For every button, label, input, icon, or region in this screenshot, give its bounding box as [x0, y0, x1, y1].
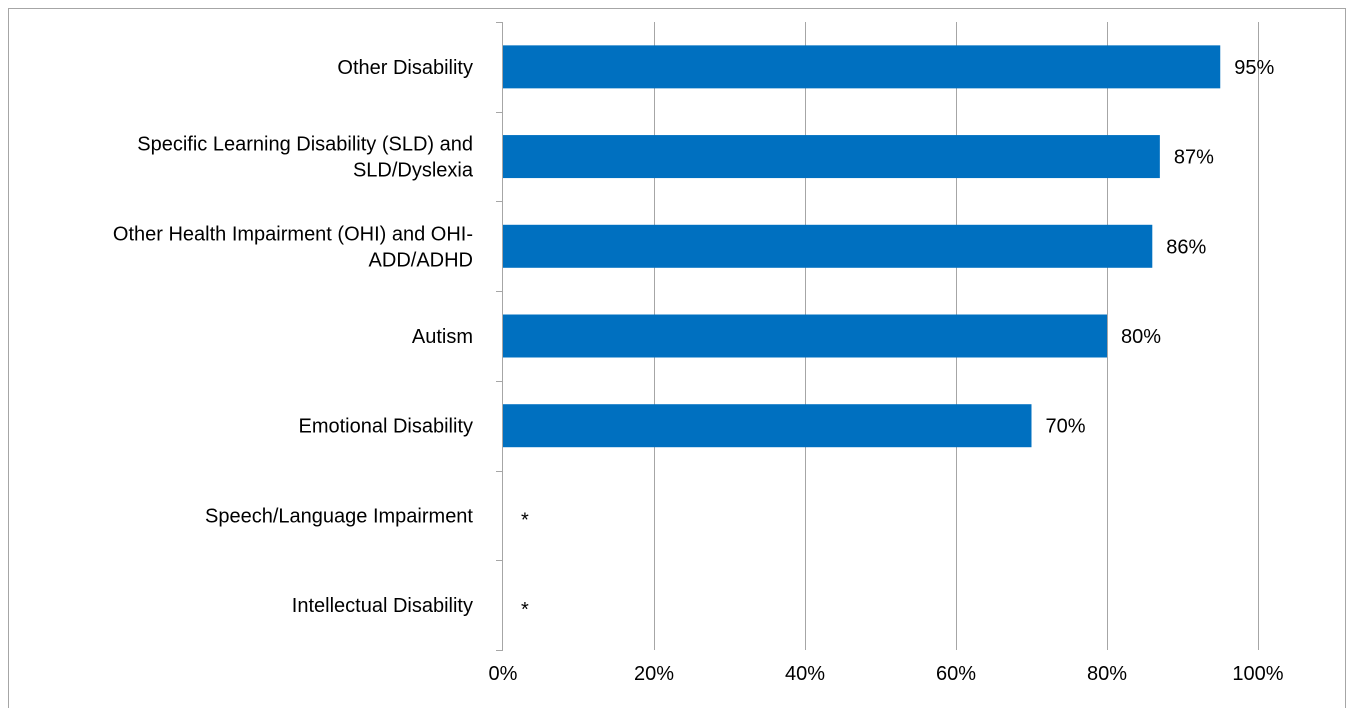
data-label: *: [521, 509, 529, 531]
chart-frame: [8, 8, 1346, 708]
category-label: SLD/Dyslexia: [353, 160, 474, 182]
category-label: Other Health Impairment (OHI) and OHI-: [113, 223, 473, 245]
bars: [503, 45, 1221, 448]
data-label: 95%: [1234, 57, 1274, 79]
data-label: 80%: [1121, 326, 1161, 348]
bar: [503, 404, 1032, 448]
x-tick-label: 40%: [785, 663, 825, 685]
category-labels: Other Disability Specific Learning Disabi…: [113, 57, 474, 617]
category-label: Specific Learning Disability (SLD) and: [137, 134, 473, 156]
bar: [503, 224, 1153, 268]
data-label: 87%: [1174, 147, 1214, 169]
x-tick-label: 100%: [1232, 663, 1283, 685]
bar: [503, 135, 1160, 179]
category-label: ADD/ADHD: [369, 249, 473, 271]
category-label: Other Disability: [337, 57, 473, 79]
category-label: Autism: [412, 326, 473, 348]
category-label: Emotional Disability: [298, 416, 473, 438]
data-label: *: [521, 599, 529, 621]
x-tick-label: 20%: [634, 663, 674, 685]
x-tick-label: 80%: [1087, 663, 1127, 685]
category-label: Intellectual Disability: [292, 595, 473, 617]
data-labels: 95% 87% 86% 80% 70% * *: [521, 57, 1274, 621]
bar: [503, 314, 1107, 358]
y-axis: [496, 22, 503, 651]
data-label: 70%: [1046, 416, 1086, 438]
x-tick-label: 60%: [936, 663, 976, 685]
category-label: Speech/Language Impairment: [205, 505, 473, 527]
bar: [503, 45, 1221, 89]
x-axis-tick-labels: 0% 20% 40% 60% 80% 100%: [489, 663, 1284, 685]
x-tick-label: 0%: [489, 663, 518, 685]
data-label: 86%: [1166, 236, 1206, 258]
